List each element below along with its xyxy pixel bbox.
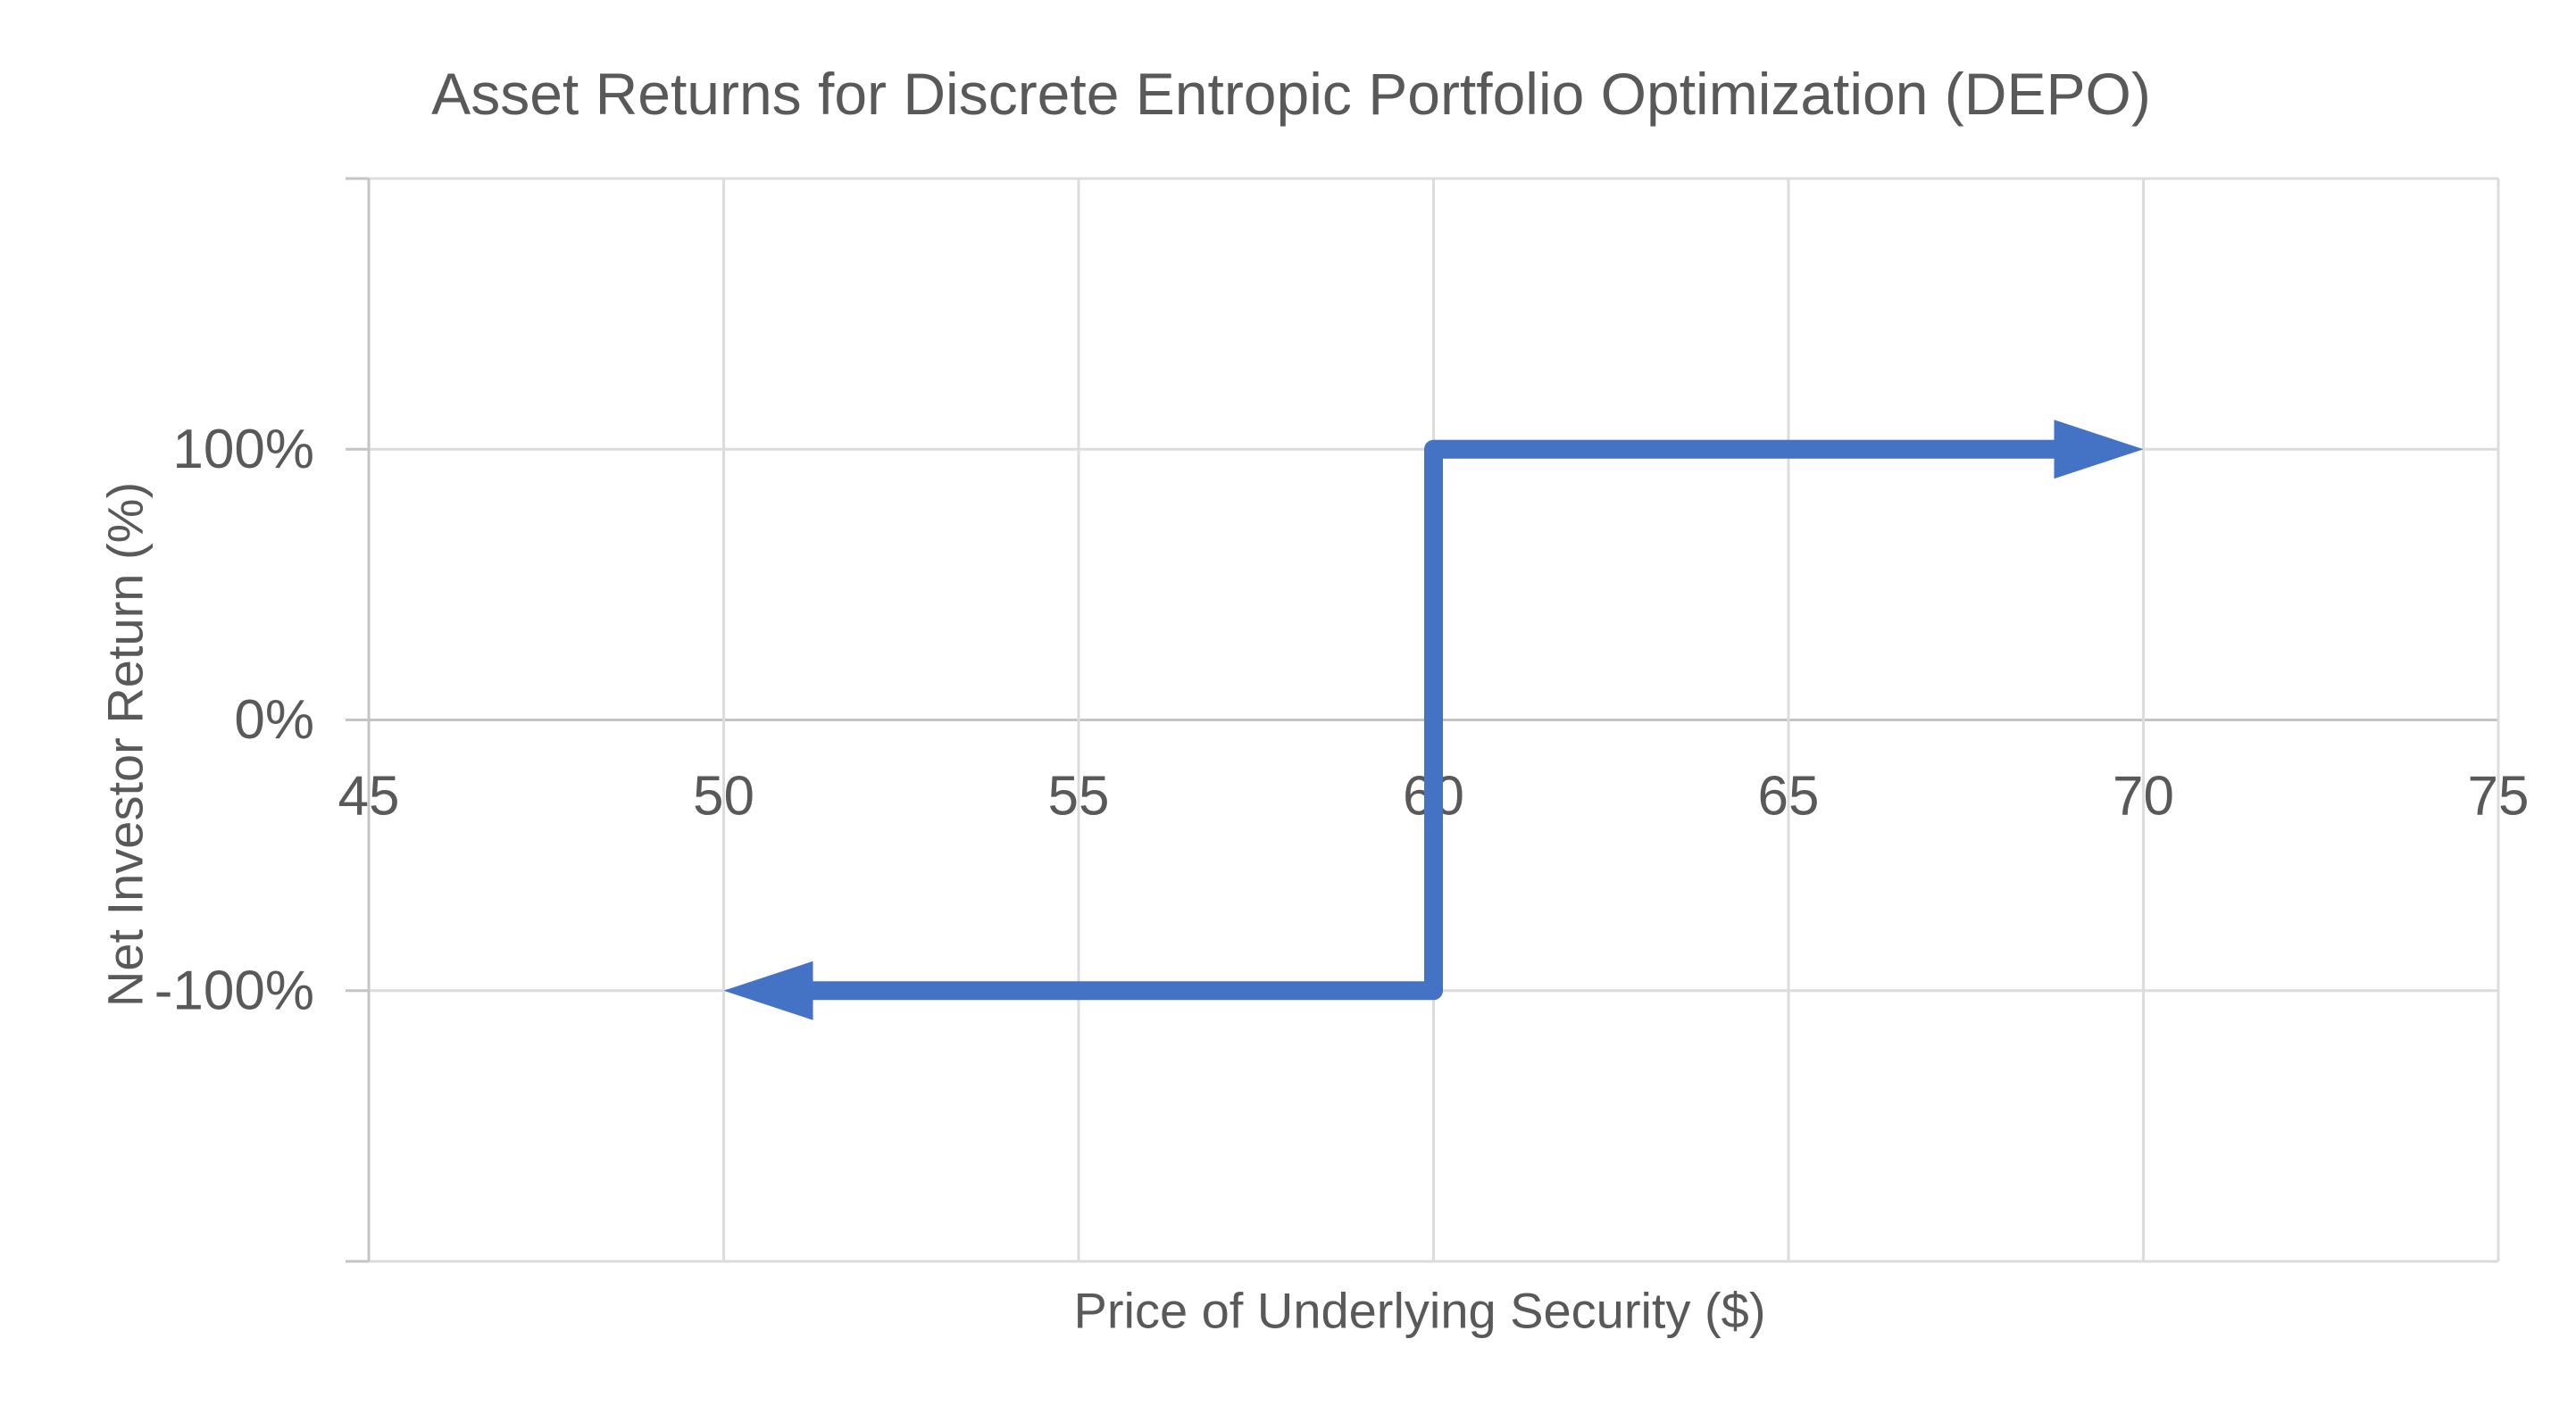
y-tick-label: 0%	[234, 689, 314, 751]
y-tick-label: 100%	[172, 419, 314, 480]
x-tick-label: 65	[1758, 766, 1820, 828]
chart-title: Asset Returns for Discrete Entropic Port…	[431, 61, 2151, 127]
axes-layer	[346, 177, 371, 1263]
series-layer	[723, 420, 2144, 1020]
x-tick-label: 45	[338, 766, 400, 828]
x-tick-label: 50	[693, 766, 754, 828]
x-tick-label: 55	[1048, 766, 1110, 828]
x-tick-label: 75	[2468, 766, 2530, 828]
y-tick-label: -100%	[154, 960, 314, 1021]
x-axis-title: Price of Underlying Security ($)	[1074, 1283, 1766, 1339]
y-axis-title: Net Investor Return (%)	[97, 482, 154, 1007]
arrowhead-left-icon	[723, 961, 813, 1020]
x-tick-label: 70	[2113, 766, 2174, 828]
series-line	[805, 439, 2062, 1001]
chart-border	[4, 4, 2572, 1410]
arrowhead-right-icon	[2054, 420, 2144, 479]
